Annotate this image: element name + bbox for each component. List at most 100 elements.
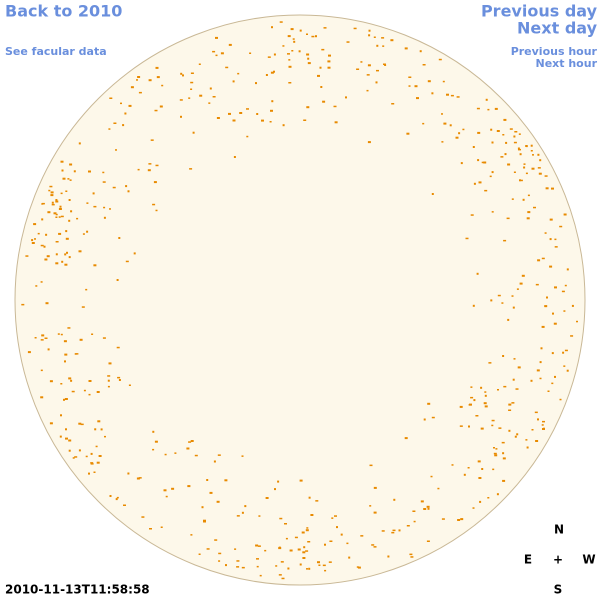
facula: [59, 435, 62, 438]
facula: [473, 399, 476, 402]
facula: [329, 540, 333, 542]
facula: [93, 264, 97, 267]
facula: [508, 403, 512, 406]
facula: [107, 379, 110, 382]
facula: [477, 460, 481, 463]
facula: [275, 565, 278, 567]
facula: [228, 112, 231, 115]
facula: [508, 429, 511, 432]
facula: [280, 561, 284, 563]
facula: [285, 537, 288, 540]
facula: [171, 487, 175, 490]
facula: [288, 59, 291, 61]
facula: [553, 322, 557, 325]
facula: [446, 93, 449, 96]
facula: [41, 334, 45, 337]
facula: [213, 460, 216, 463]
next-day-link[interactable]: Next day: [517, 19, 598, 38]
facula: [536, 369, 540, 372]
facula: [483, 402, 487, 405]
facula: [525, 145, 528, 147]
facula: [159, 105, 163, 108]
facula: [40, 369, 43, 372]
facula: [61, 260, 64, 263]
facula: [507, 163, 511, 166]
facula: [368, 29, 371, 32]
facula: [90, 462, 94, 464]
facula: [180, 72, 183, 75]
facula: [408, 76, 412, 78]
facula: [562, 351, 565, 354]
facula: [523, 163, 526, 165]
facula: [299, 479, 303, 482]
facula: [208, 102, 211, 104]
facula: [214, 539, 218, 541]
back-link[interactable]: Back to 2010: [5, 2, 122, 21]
facula: [278, 547, 282, 550]
facula: [88, 472, 90, 475]
facula: [269, 121, 272, 123]
next-hour-link[interactable]: Next hour: [536, 57, 598, 70]
facula: [65, 428, 67, 431]
facula: [90, 463, 94, 465]
facula: [391, 103, 395, 105]
facula: [541, 424, 544, 426]
facula: [161, 84, 164, 87]
facula: [541, 325, 545, 328]
facula: [547, 390, 550, 392]
facula: [564, 349, 568, 352]
facula: [96, 391, 100, 393]
facula: [68, 377, 72, 380]
facula: [115, 498, 118, 501]
facula: [100, 428, 103, 431]
facula: [539, 377, 542, 380]
previous-hour-link[interactable]: Previous hour: [511, 45, 598, 58]
facula: [423, 418, 426, 421]
facula: [495, 448, 498, 450]
facula: [517, 147, 520, 150]
facula: [67, 178, 70, 180]
facula: [317, 74, 320, 77]
facula: [472, 304, 475, 307]
facula: [41, 218, 44, 221]
previous-day-link[interactable]: Previous day: [481, 2, 598, 21]
facula: [345, 96, 347, 99]
facula: [59, 205, 62, 208]
facula: [60, 192, 63, 195]
facula: [189, 168, 193, 170]
facula: [387, 555, 390, 558]
facula: [281, 577, 285, 580]
facula: [179, 99, 183, 101]
facula: [437, 487, 440, 490]
facula: [236, 515, 240, 517]
facula: [520, 179, 523, 182]
facula: [303, 119, 307, 121]
facula: [537, 259, 541, 262]
facula: [530, 150, 533, 152]
facula: [554, 246, 558, 248]
facula: [206, 548, 210, 550]
facula: [532, 154, 534, 156]
facula: [307, 57, 310, 60]
facula: [180, 115, 182, 118]
facula: [68, 199, 71, 201]
facula: [103, 216, 106, 219]
facula: [324, 543, 326, 546]
facula: [117, 376, 121, 379]
facula: [212, 96, 216, 98]
facula: [503, 239, 507, 242]
facula: [409, 553, 413, 556]
facula: [472, 146, 475, 148]
facula: [431, 92, 434, 95]
facula: [63, 340, 67, 343]
facula: [551, 187, 554, 190]
facular-link[interactable]: See facular data: [5, 45, 107, 58]
facula: [491, 141, 494, 144]
facula: [422, 64, 426, 66]
facula: [478, 181, 482, 184]
facula: [107, 375, 111, 377]
facula: [518, 133, 521, 135]
facula: [138, 91, 142, 94]
facula: [206, 479, 209, 481]
facula: [153, 181, 157, 184]
